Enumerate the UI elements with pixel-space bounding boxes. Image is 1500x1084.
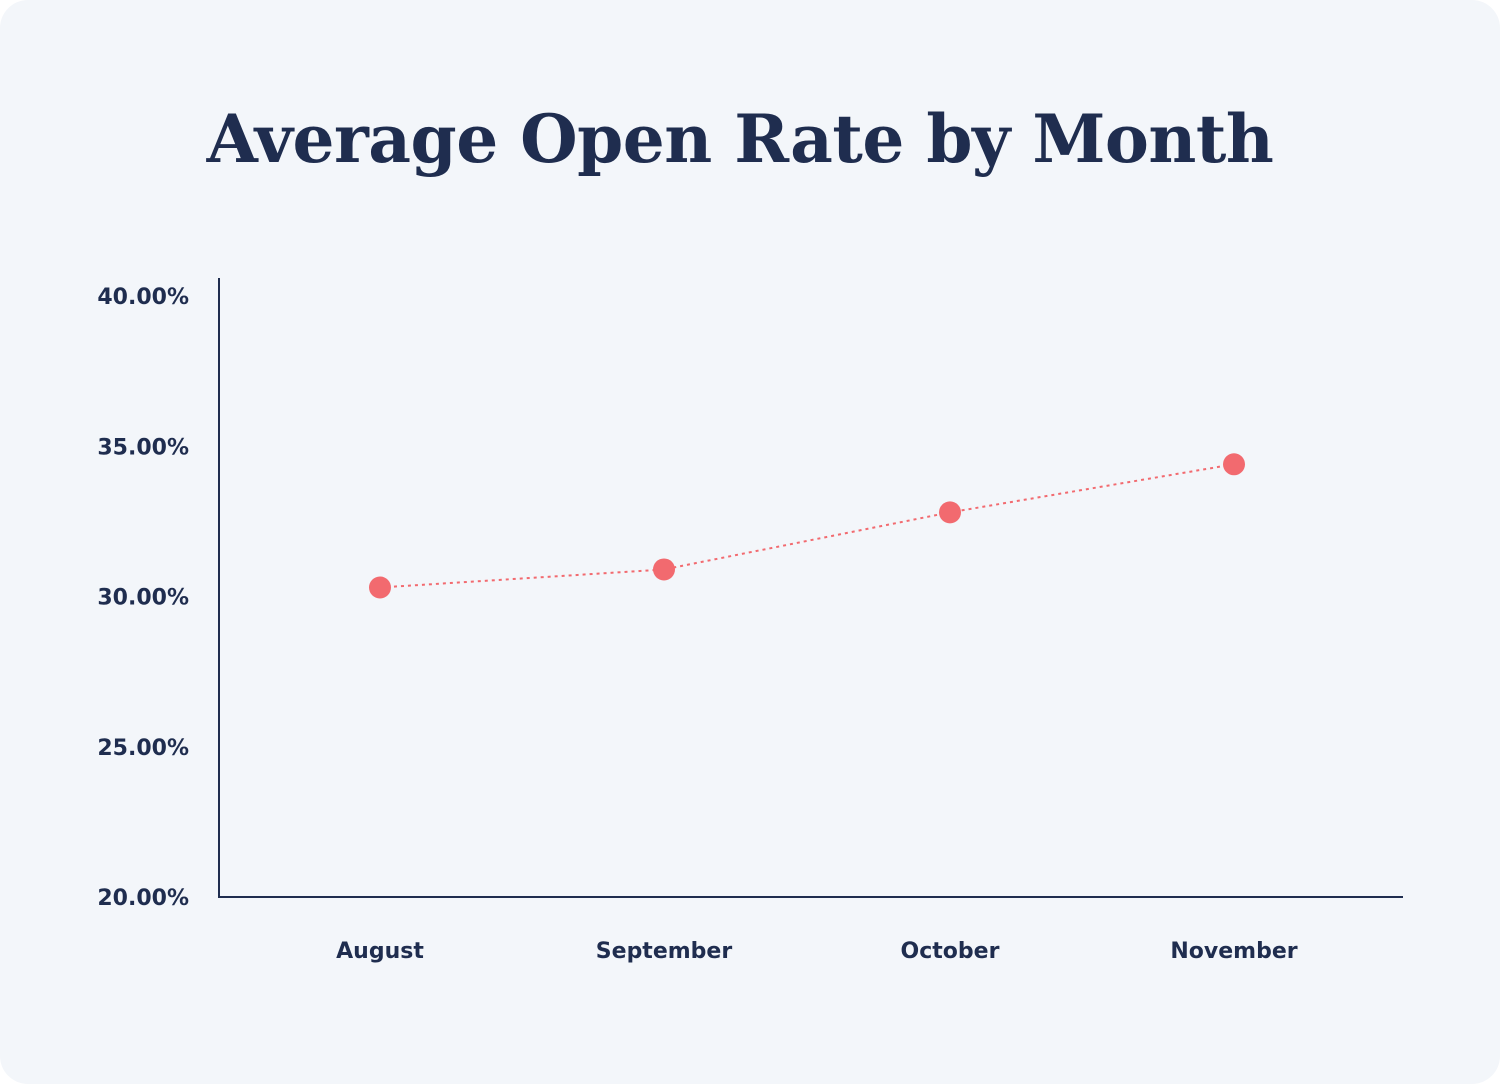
y-tick-label: 35.00% xyxy=(97,435,189,460)
chart-title: Average Open Rate by Month xyxy=(206,100,1274,178)
y-tick-label: 25.00% xyxy=(97,736,189,761)
x-tick-label: August xyxy=(336,939,424,964)
y-tick-label: 40.00% xyxy=(97,285,189,310)
data-point xyxy=(1223,453,1245,476)
data-point xyxy=(369,576,391,599)
data-points xyxy=(369,453,1245,599)
data-point xyxy=(653,558,675,581)
x-tick-label: October xyxy=(901,939,1000,964)
x-axis-labels: August September October November xyxy=(336,939,1298,964)
series-line xyxy=(379,463,1235,589)
y-tick-label: 20.00% xyxy=(97,886,189,911)
y-tick-label: 30.00% xyxy=(97,586,189,611)
y-axis-ticks: 20.00% 25.00% 30.00% 35.00% 40.00% xyxy=(97,285,189,911)
x-tick-label: September xyxy=(596,939,733,964)
x-tick-label: November xyxy=(1170,939,1297,964)
data-point xyxy=(939,501,961,524)
